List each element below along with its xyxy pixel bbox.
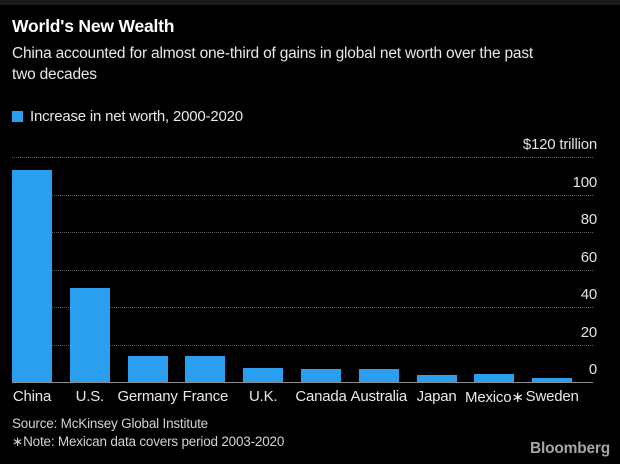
bar-sweden — [532, 378, 573, 382]
gridline — [12, 194, 593, 196]
bar-us — [69, 288, 110, 382]
x-axis-label: Canada — [295, 388, 347, 405]
chart-subtitle: China accounted for almost one-third of … — [12, 45, 533, 83]
y-tick-label: $120 trillion — [522, 136, 597, 153]
y-tick-label: 40 — [580, 286, 598, 303]
bloomberg-logo: Bloomberg — [529, 440, 610, 457]
legend-swatch-icon — [12, 111, 23, 122]
y-tick-label: 80 — [580, 211, 598, 228]
x-axis-label: U.K. — [249, 388, 278, 405]
legend-label: Increase in net worth, 2000-2020 — [30, 108, 243, 125]
bar-france — [185, 355, 226, 382]
x-axis-label: China — [12, 388, 52, 405]
y-tick-label: 0 — [588, 361, 597, 378]
x-axis-label: Australia — [350, 388, 408, 405]
gridline — [12, 344, 593, 346]
x-axis-label: U.S. — [75, 388, 105, 405]
note-line: ∗Note: Mexican data covers period 2003-2… — [12, 434, 285, 449]
x-axis-label: France — [182, 388, 229, 405]
bar-uk — [243, 367, 284, 382]
chart-title: World's New Wealth — [12, 16, 175, 36]
legend: Increase in net worth, 2000-2020 — [12, 108, 243, 125]
y-tick-label: 20 — [580, 323, 598, 341]
x-axis-label: Germany — [117, 388, 178, 405]
bar-mexico — [474, 373, 515, 382]
source-line: Source: McKinsey Global Institute — [12, 416, 208, 431]
gridline — [12, 307, 593, 308]
bar-china — [12, 170, 52, 382]
bar-australia — [358, 368, 399, 382]
y-tick-label: 100 — [572, 173, 598, 191]
bar-canada — [301, 368, 341, 382]
gridline — [12, 232, 593, 233]
top-strip — [0, 0, 620, 5]
y-tick-label: 60 — [580, 248, 598, 266]
bar-japan — [416, 374, 457, 382]
x-axis-label: Sweden — [525, 388, 579, 405]
x-axis-label: Japan — [416, 388, 457, 405]
x-axis-label: Mexico∗ — [465, 389, 524, 406]
gridline — [12, 157, 593, 158]
x-axis-baseline — [12, 382, 593, 383]
gridline — [12, 269, 593, 271]
bar-germany — [127, 355, 168, 382]
